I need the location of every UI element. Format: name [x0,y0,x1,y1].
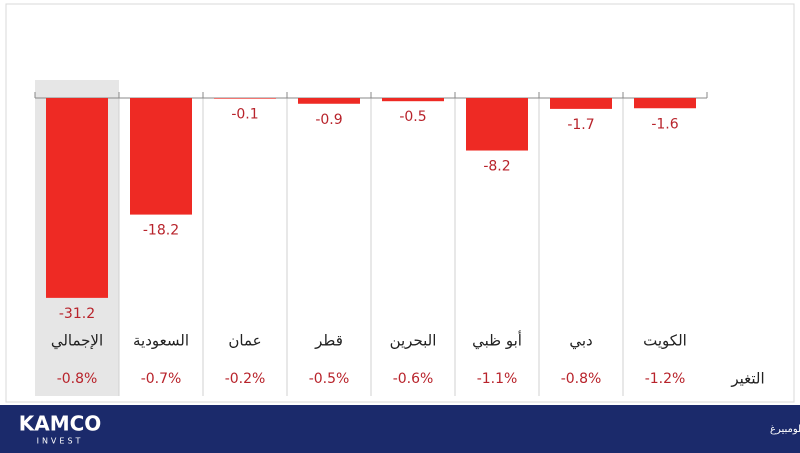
change-value: -0.7% [141,371,182,387]
change-value: -0.5% [309,371,350,387]
change-value: -0.6% [393,371,434,387]
bar [214,98,276,99]
logo: KAMCO [19,412,102,436]
source: المصدر: بحوث كامكو إنفست، أسواق الأسهم ا… [770,422,800,435]
bar [130,98,192,215]
bar [634,98,696,109]
x-tick-label: قطر [314,332,343,350]
value-label: -8.2 [483,159,510,175]
change-value: -1.2% [645,371,686,387]
bar [382,98,444,102]
x-tick-label: عمان [228,332,261,350]
bar [46,98,108,298]
change-value: -0.8% [561,371,602,387]
change-value: -0.8% [57,371,98,387]
value-label: -31.2 [59,306,95,322]
value-label: -0.5 [399,109,426,125]
footer-band [0,405,800,453]
logo-sub: INVEST [37,437,84,446]
bar [550,98,612,109]
x-tick-label: أبو ظبي [472,331,522,351]
x-tick-label: البحرين [390,332,437,350]
x-tick-label: السعودية [133,332,189,350]
value-label: -18.2 [143,223,179,239]
x-tick-label: الكويت [643,332,687,350]
bar [298,98,360,104]
value-label: -0.1 [231,107,258,123]
value-label: -1.7 [567,117,594,133]
x-tick-label: الإجمالي [51,332,103,351]
bar [466,98,528,151]
x-tick-label: دبي [569,332,592,351]
change-value: -1.1% [477,371,518,387]
change-value: -0.2% [225,371,266,387]
value-label: -1.6 [651,116,678,132]
change-label: التغير [730,370,764,388]
value-label: -0.9 [315,112,342,128]
